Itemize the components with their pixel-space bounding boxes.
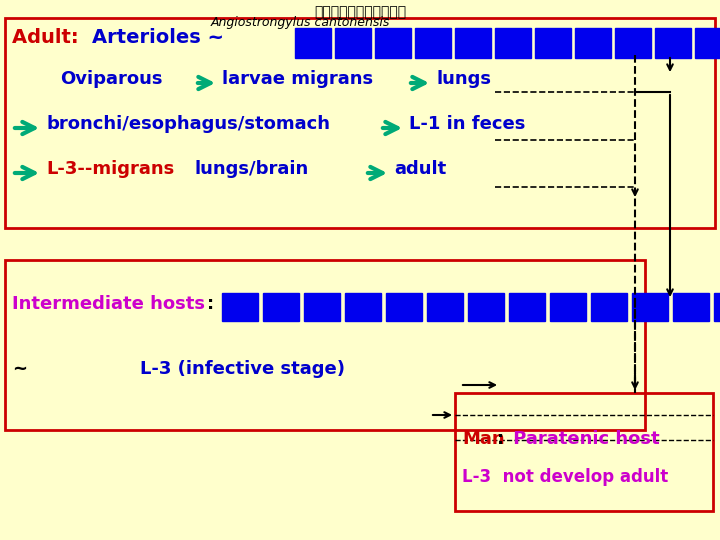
Bar [427, 293, 463, 321]
Text: Man: Man [462, 430, 505, 448]
Text: Intermediate hosts: Intermediate hosts [12, 295, 205, 313]
Bar [222, 293, 258, 321]
Text: L-3 (infective stage): L-3 (infective stage) [140, 360, 345, 378]
Text: L-3--migrans: L-3--migrans [46, 160, 174, 178]
Text: lungs/brain: lungs/brain [195, 160, 310, 178]
Text: adult: adult [394, 160, 446, 178]
Text: larvae migrans: larvae migrans [222, 70, 373, 88]
Bar [695, 28, 720, 58]
Bar [386, 293, 422, 321]
Text: วงจรชีวตของ: วงจรชีวตของ [314, 5, 406, 19]
Bar [495, 28, 531, 58]
Bar [550, 293, 586, 321]
Bar [615, 28, 651, 58]
Bar [295, 28, 331, 58]
Bar [5, 18, 715, 228]
Bar [509, 293, 545, 321]
Bar [714, 293, 720, 321]
Bar [535, 28, 571, 58]
Text: Angiostrongylus cantonensis: Angiostrongylus cantonensis [210, 16, 390, 29]
Text: L-1 in feces: L-1 in feces [409, 115, 526, 133]
Text: L-3  not develop adult: L-3 not develop adult [462, 468, 668, 486]
Bar [375, 28, 411, 58]
Bar [591, 293, 627, 321]
Bar [673, 293, 709, 321]
Text: :: : [497, 430, 504, 448]
Bar [455, 393, 713, 511]
Bar [335, 28, 371, 58]
Bar [415, 28, 451, 58]
Text: bronchi/esophagus/stomach: bronchi/esophagus/stomach [46, 115, 330, 133]
Text: ~: ~ [12, 360, 27, 378]
Text: :: : [207, 295, 214, 313]
Bar [632, 293, 668, 321]
Text: Oviparous: Oviparous [60, 70, 163, 88]
Bar [468, 293, 504, 321]
Text: Adult:: Adult: [12, 28, 86, 47]
Bar [5, 260, 645, 430]
Bar [655, 28, 691, 58]
Text: Arterioles ~: Arterioles ~ [92, 28, 224, 47]
Bar [345, 293, 381, 321]
Bar [575, 28, 611, 58]
Bar [455, 28, 491, 58]
Text: Paratenic host: Paratenic host [507, 430, 660, 448]
Bar [304, 293, 340, 321]
Bar [263, 293, 299, 321]
Text: lungs: lungs [436, 70, 491, 88]
